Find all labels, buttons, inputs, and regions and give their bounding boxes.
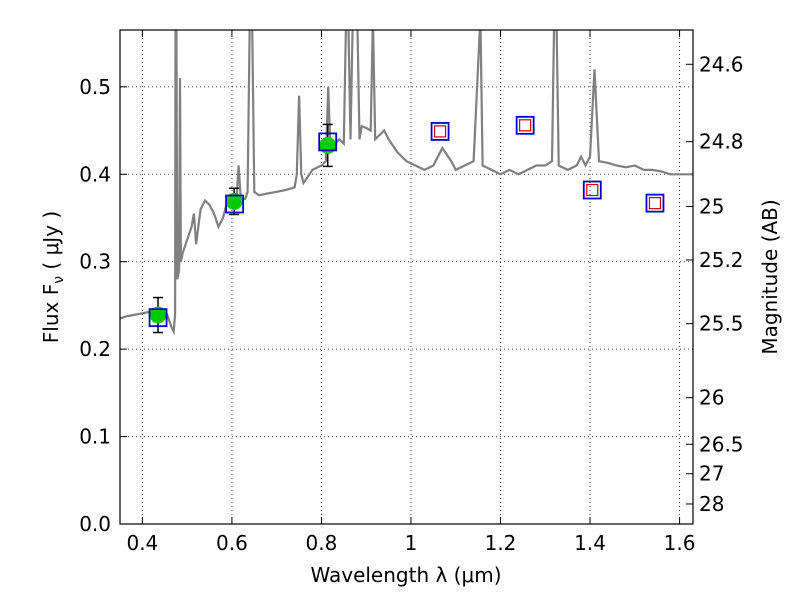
y-axis-label-main: Flux F (39, 284, 63, 343)
grid (120, 30, 693, 525)
y2-axis-label: Magnitude (AB) (758, 199, 782, 354)
spectrum-line (120, 30, 693, 336)
plot-frame (119, 29, 694, 525)
model-box-1 (225, 194, 245, 214)
x-tick-label: 0.6 (216, 531, 248, 555)
y2-tick-label: 24.8 (699, 130, 744, 154)
y2-tick-label: 26 (699, 386, 724, 410)
y-axis-label-unit: ( μJy ) (39, 211, 63, 276)
y-tick-label: 0.1 (79, 425, 111, 449)
x-axis-label: Wavelength λ (μm) (310, 563, 501, 587)
predicted-points (433, 119, 662, 210)
x-tick-label: 1 (405, 531, 418, 555)
y2-tick-label: 24.6 (699, 52, 744, 76)
model-box-2 (318, 132, 338, 152)
x-tick-label: 0.4 (126, 531, 158, 555)
y-axis-label-sub: ν (51, 276, 67, 284)
y2-tick-label: 25.2 (699, 248, 744, 272)
predicted-point-3 (648, 197, 662, 210)
y-tick-label: 0.0 (79, 512, 111, 536)
y2-tick-label: 26.5 (699, 432, 744, 456)
y2-tick-label: 27 (699, 462, 724, 486)
predicted-point-0 (433, 125, 447, 138)
x-tick-label: 1.6 (664, 531, 696, 555)
x-tick-label: 1.4 (574, 531, 606, 555)
model-box-3 (430, 122, 450, 141)
model-boxes (148, 115, 665, 328)
x-tick-label: 0.8 (306, 531, 338, 555)
y-tick-label: 0.4 (79, 162, 111, 186)
y-tick-label: 0.3 (79, 250, 111, 274)
model-box-5 (582, 180, 602, 200)
y-axis-label: Flux Fν ( μJy ) (39, 211, 67, 343)
y-tick-label: 0.5 (79, 75, 111, 99)
y2-tick-label: 25 (699, 195, 724, 219)
ticks: 0.4 0.6 0.8 1 1.2 1.4 1.6 0.0 0.1 0.2 0.3 0.4 0.5 24.… (79, 30, 744, 555)
model-box-4 (515, 115, 535, 135)
model-box-0 (148, 308, 168, 328)
y2-tick-label: 25.5 (699, 312, 744, 336)
x-tick-label: 1.2 (485, 531, 517, 555)
predicted-point-1 (519, 119, 532, 132)
y2-tick-label: 28 (699, 492, 724, 516)
model-box-6 (645, 193, 665, 213)
y-tick-label: 0.2 (79, 337, 111, 361)
predicted-point-2 (586, 183, 599, 197)
